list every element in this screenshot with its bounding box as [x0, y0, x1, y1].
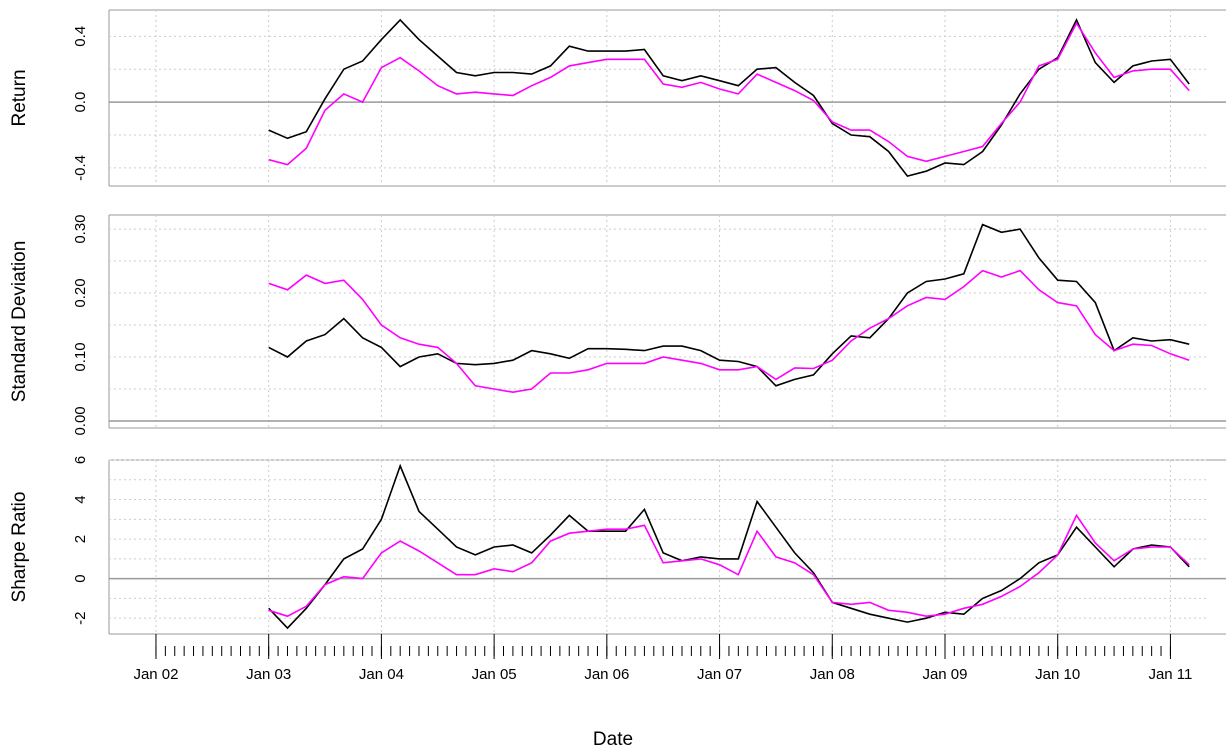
y-tick-label: 4 [72, 495, 89, 503]
x-tick-label: Jan 04 [359, 666, 404, 683]
y-tick-label: 2 [72, 535, 89, 543]
series-line [268, 513, 1190, 618]
y-axis-title: Return [9, 69, 30, 126]
y-tick-label: 6 [72, 456, 89, 464]
y-tick-label: 0.4 [72, 26, 89, 47]
series-line [268, 21, 1190, 166]
x-tick-label: Jan 02 [133, 666, 178, 683]
x-tick-label: Jan 10 [1035, 666, 1080, 683]
y-tick-label: 0.30 [72, 214, 89, 243]
x-tick-label: Jan 07 [697, 666, 742, 683]
x-axis-title: Date [593, 729, 633, 750]
series-line [268, 18, 1190, 178]
x-tick-label: Jan 06 [584, 666, 629, 683]
x-tick-label: Jan 08 [810, 666, 855, 683]
x-tick-label: Jan 11 [1148, 666, 1192, 683]
y-tick-label: 0.0 [72, 92, 89, 113]
series-line [268, 269, 1190, 394]
y-axis-title: Standard Deviation [9, 241, 30, 403]
y-tick-label: 0.10 [72, 342, 89, 371]
series-line [268, 463, 1190, 630]
x-tick-label: Jan 03 [246, 666, 291, 683]
y-tick-label: 0.20 [72, 278, 89, 307]
series-line [268, 223, 1190, 387]
y-axis-title: Sharpe Ratio [9, 492, 30, 603]
x-tick-label: Jan 09 [922, 666, 967, 683]
y-tick-label: 0 [72, 574, 89, 582]
y-tick-label: -0.4 [72, 155, 89, 181]
y-tick-label: -2 [72, 612, 89, 625]
y-tick-label: 0.00 [72, 406, 89, 435]
x-tick-label: Jan 05 [472, 666, 517, 683]
